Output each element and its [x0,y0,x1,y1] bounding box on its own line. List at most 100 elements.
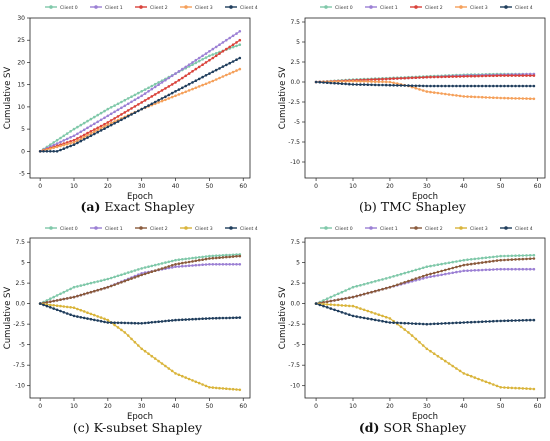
data-point [525,387,528,390]
data-point [325,306,329,309]
data-point [348,82,351,86]
data-point [228,263,231,266]
data-point [218,43,221,46]
legend-label-1: Client 1 [380,5,398,11]
data-point [377,279,381,282]
data-point [366,291,370,295]
data-point [510,84,514,88]
data-point [484,320,488,323]
plot-frame [29,237,251,399]
data-point [167,93,171,97]
data-point [228,72,231,75]
data-point [532,97,536,101]
legend-marker-1 [94,5,98,9]
y-tick-label: 20 [17,59,25,66]
data-point [444,262,447,265]
data-point [384,320,388,324]
data-point [238,316,242,319]
data-point [197,255,201,259]
data-point [432,264,436,267]
data-point [336,292,340,296]
data-point [388,80,392,84]
data-point [49,150,52,153]
data-point [477,95,480,99]
data-point [82,138,86,141]
data-point [106,318,110,322]
data-point [191,264,194,267]
data-point [410,334,414,337]
data-point [72,134,76,138]
data-point [96,319,99,322]
data-point [150,354,154,358]
data-point [194,256,198,260]
y-tick-label: 15 [17,82,25,89]
data-point [231,34,235,38]
data-point [201,83,204,87]
y-tick-label: 30 [17,15,25,22]
data-point [336,82,340,85]
y-tick-label: -10 [290,383,300,390]
y-tick-label: -5 [294,119,300,126]
data-point [440,357,443,360]
data-point [462,258,466,262]
data-point [329,303,333,306]
data-point [447,84,451,88]
data-point [187,72,191,75]
data-point [147,352,150,356]
data-point [113,275,116,279]
data-point [103,125,106,128]
data-point [521,257,525,261]
data-point [318,303,322,307]
data-point [425,273,429,277]
legend-label-4: Client 4 [515,226,533,232]
legend-marker-4 [504,5,508,9]
data-point [477,268,480,272]
y-axis-label: Cumulative SV [278,67,288,130]
data-point [314,80,318,84]
data-point [228,316,231,320]
data-point [153,269,157,273]
data-point [399,77,403,80]
data-point [181,318,184,322]
data-point [495,384,499,388]
data-point [532,387,536,391]
data-point [231,60,235,63]
data-point [181,76,184,80]
data-point [403,76,407,80]
data-point [462,263,466,267]
data-point [96,130,99,134]
data-point [510,97,514,100]
data-point [348,296,351,300]
data-point [208,54,211,58]
data-point [147,104,150,107]
data-point [532,318,536,322]
chart-panel-3: Client 0 Client 1 Client 2 Client 3 Client 4… [278,226,546,422]
data-point [425,84,429,88]
data-point [79,130,83,134]
series-3 [314,302,536,391]
data-point [532,253,536,257]
data-point [150,87,154,91]
data-point [79,135,83,138]
data-point [93,122,96,126]
data-point [396,283,399,287]
data-point [103,320,106,324]
data-point [484,380,488,384]
data-point [458,84,462,88]
data-point [355,306,359,309]
data-point [52,304,55,307]
data-point [440,273,443,277]
data-point [181,91,184,95]
data-point [204,74,208,77]
data-point [184,257,187,261]
data-point [429,322,432,326]
data-point [318,80,322,84]
data-point [407,331,410,334]
data-point [477,74,480,78]
data-point [79,123,83,127]
data-point [525,254,528,257]
data-point [492,96,495,99]
data-point [218,386,221,390]
data-point [126,114,130,118]
data-point [517,386,521,390]
